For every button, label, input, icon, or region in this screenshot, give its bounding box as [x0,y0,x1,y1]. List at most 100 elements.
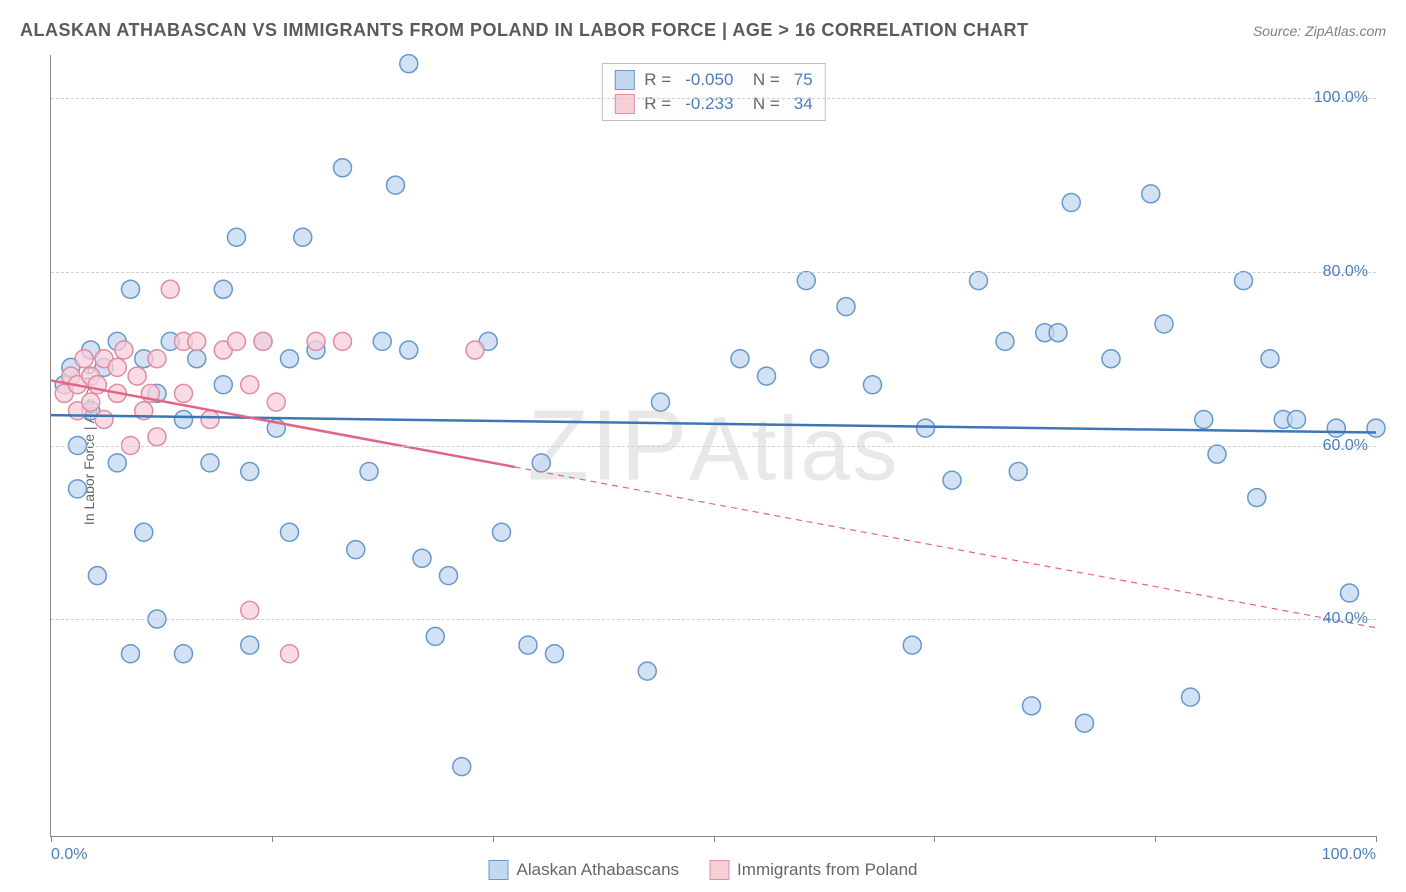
scatter-point [241,463,259,481]
x-axis-min-label: 0.0% [51,846,87,864]
scatter-point [75,350,93,368]
scatter-point [493,523,511,541]
scatter-point [175,645,193,663]
y-tick-label: 40.0% [1323,610,1368,628]
scatter-point [214,280,232,298]
x-tick [1376,836,1377,842]
scatter-point [1009,463,1027,481]
scatter-point [864,376,882,394]
scatter-point [811,350,829,368]
chart-area: ZIPAtlas R = -0.050 N = 75 R = -0.233 N … [50,55,1376,837]
scatter-point [1062,194,1080,212]
scatter-point [88,567,106,585]
scatter-point [1235,272,1253,290]
scatter-point [175,410,193,428]
scatter-point [267,393,285,411]
scatter-point [188,350,206,368]
header: ALASKAN ATHABASCAN VS IMMIGRANTS FROM PO… [20,20,1386,41]
y-tick-label: 100.0% [1314,89,1368,107]
y-tick-label: 60.0% [1323,437,1368,455]
scatter-point [148,350,166,368]
x-tick [272,836,273,842]
scatter-point [347,541,365,559]
scatter-point [917,419,935,437]
scatter-point [903,636,921,654]
scatter-point [532,454,550,472]
gridline [51,272,1376,273]
scatter-point [108,454,126,472]
scatter-point [837,298,855,316]
swatch-blue-icon [488,860,508,880]
scatter-point [201,410,219,428]
scatter-point [1367,419,1385,437]
scatter-point [135,523,153,541]
scatter-point [1102,350,1120,368]
scatter-point [1049,324,1067,342]
trend-line-dashed [515,467,1376,628]
legend-item-pink: Immigrants from Poland [709,860,917,880]
scatter-point [373,332,391,350]
scatter-point [334,159,352,177]
scatter-point [148,428,166,446]
x-tick [493,836,494,842]
scatter-point [1142,185,1160,203]
scatter-point [426,627,444,645]
scatter-point [453,758,471,776]
swatch-pink-icon [709,860,729,880]
scatter-point [797,272,815,290]
chart-title: ALASKAN ATHABASCAN VS IMMIGRANTS FROM PO… [20,20,1029,41]
scatter-point [214,376,232,394]
scatter-point [943,471,961,489]
scatter-point [1248,489,1266,507]
scatter-point [69,480,87,498]
scatter-point [307,332,325,350]
scatter-point [440,567,458,585]
scatter-point [161,280,179,298]
scatter-point [546,645,564,663]
scatter-point [1076,714,1094,732]
gridline [51,619,1376,620]
scatter-point [228,228,246,246]
scatter-point [519,636,537,654]
scatter-point [758,367,776,385]
scatter-point [281,523,299,541]
scatter-point [1261,350,1279,368]
scatter-point [241,636,259,654]
legend-item-blue: Alaskan Athabascans [488,860,679,880]
bottom-legend: Alaskan Athabascans Immigrants from Pola… [488,860,917,880]
scatter-point [1208,445,1226,463]
scatter-point [115,341,133,359]
scatter-point [254,332,272,350]
scatter-point [1341,584,1359,602]
scatter-point [360,463,378,481]
scatter-point [1195,410,1213,428]
scatter-point [241,601,259,619]
scatter-point [638,662,656,680]
x-tick [934,836,935,842]
scatter-point [1327,419,1345,437]
scatter-point [1023,697,1041,715]
scatter-point [281,645,299,663]
scatter-point [334,332,352,350]
scatter-point [996,332,1014,350]
legend-label-pink: Immigrants from Poland [737,860,917,880]
x-tick [1155,836,1156,842]
scatter-point [1288,410,1306,428]
scatter-point [1155,315,1173,333]
scatter-point [128,367,146,385]
x-axis-max-label: 100.0% [1322,846,1376,864]
scatter-point [228,332,246,350]
scatter-point [652,393,670,411]
scatter-point [122,645,140,663]
scatter-point [241,376,259,394]
scatter-point [294,228,312,246]
legend-label-blue: Alaskan Athabascans [516,860,679,880]
scatter-point [82,393,100,411]
scatter-point [1182,688,1200,706]
scatter-point [970,272,988,290]
scatter-point [400,341,418,359]
scatter-point [731,350,749,368]
x-tick [51,836,52,842]
scatter-point [400,55,418,73]
source-label: Source: ZipAtlas.com [1253,23,1386,39]
